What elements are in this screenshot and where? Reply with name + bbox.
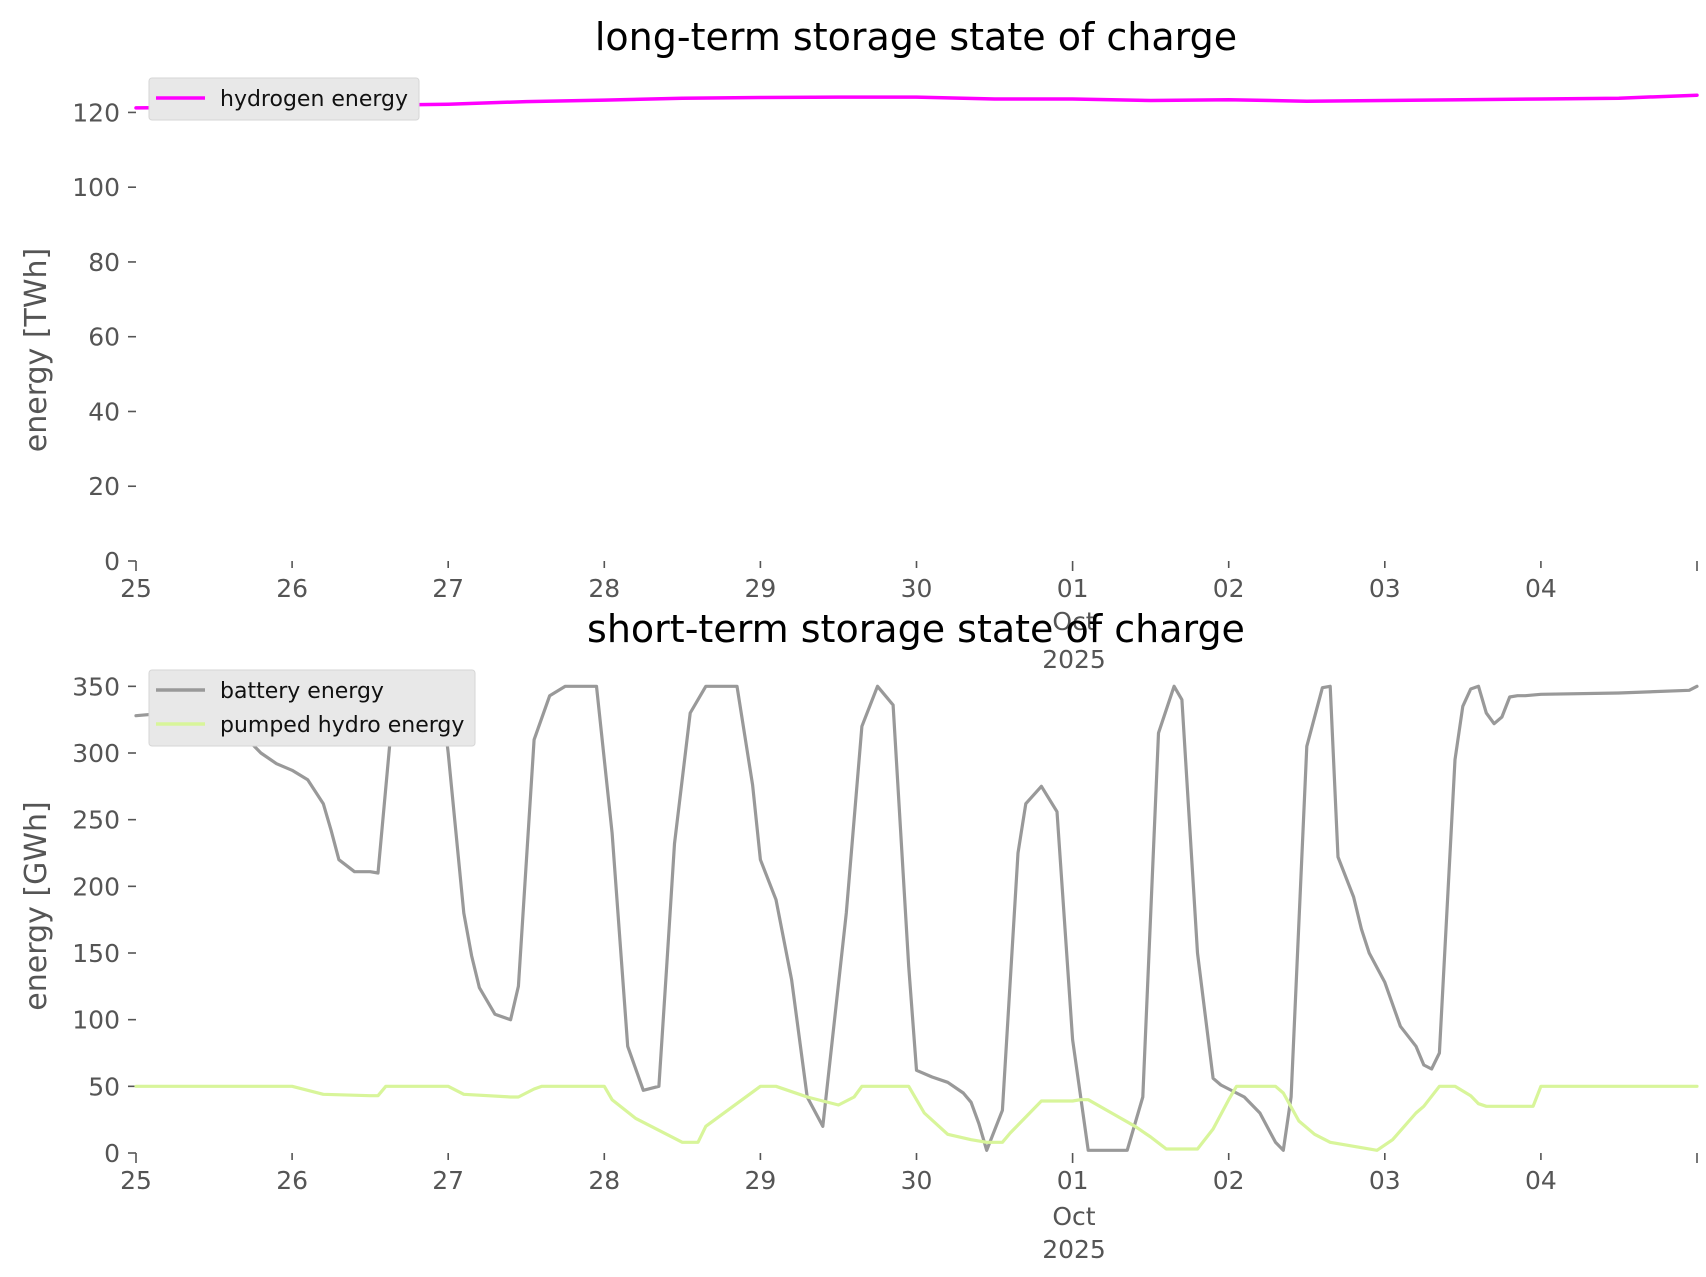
x-tick-label: 04 [1525,574,1557,603]
x-tick-label: 02 [1213,574,1245,603]
y-axis-label: energy [GWh] [19,801,54,1010]
x-sublabel-year: 2025 [1042,1235,1106,1264]
x-sublabel-month: Oct [1052,1202,1095,1231]
y-axis: 0 20 40 60 80 100 120 [72,98,136,576]
x-tick-label: 26 [276,574,308,603]
legend-label-battery: battery energy [220,679,384,704]
x-sublabel-year: 2025 [1042,645,1106,674]
y-tick-label: 200 [72,872,120,901]
x-tick-label: 04 [1525,1166,1557,1195]
x-tick-label: 03 [1369,1166,1401,1195]
y-tick-label: 40 [88,397,120,426]
y-tick-label: 50 [88,1072,120,1101]
y-tick-label: 100 [72,173,120,202]
x-tick-label: 25 [120,574,152,603]
x-tick-label: 27 [432,1166,464,1195]
x-tick-label: 28 [588,574,620,603]
series-line-pumped-hydro-energy [134,1084,1699,1152]
legend-box [148,669,476,747]
y-tick-label: 150 [72,939,120,968]
x-tick-label: 26 [276,1166,308,1195]
chart-title: short-term storage state of charge [587,607,1245,651]
x-tick-label: 01 [1057,574,1089,603]
legend-label-hydrogen: hydrogen energy [220,87,408,112]
x-axis: 25 26 27 28 29 30 01 02 03 04 [120,561,1698,603]
y-axis: 0 50 100 150 200 250 300 350 [72,672,136,1168]
chart-title: long-term storage state of charge [595,15,1237,59]
y-tick-label: 0 [104,547,120,576]
x-tick-label: 29 [744,1166,776,1195]
x-sublabel-month: Oct [1052,607,1095,636]
long-term-chart: long-term storage state of charge energy… [19,15,1699,636]
x-tick-label: 02 [1213,1166,1245,1195]
short-term-chart: short-term storage state of charge energ… [19,607,1699,1264]
x-tick-label: 25 [120,1166,152,1195]
y-axis-label: energy [TWh] [19,248,54,452]
legend: battery energy pumped hydro energy [148,669,476,747]
y-tick-label: 120 [72,98,120,127]
legend: hydrogen energy [148,77,420,121]
x-tick-label: 30 [901,1166,933,1195]
legend-box [148,77,420,121]
y-tick-label: 350 [72,672,120,701]
x-axis: 25 26 27 28 29 30 01 02 03 04 [120,1153,1698,1195]
y-tick-label: 100 [72,1006,120,1035]
y-tick-label: 80 [88,248,120,277]
y-tick-label: 60 [88,323,120,352]
x-tick-label: 03 [1369,574,1401,603]
legend-label-pumped-hydro: pumped hydro energy [220,713,464,738]
x-tick-label: 29 [744,574,776,603]
y-tick-label: 0 [104,1139,120,1168]
x-tick-label: 27 [432,574,464,603]
y-tick-label: 250 [72,806,120,835]
x-tick-label: 01 [1057,1166,1089,1195]
x-tick-label: 28 [588,1166,620,1195]
x-tick-label: 30 [901,574,933,603]
y-tick-label: 20 [88,472,120,501]
y-tick-label: 300 [72,739,120,768]
